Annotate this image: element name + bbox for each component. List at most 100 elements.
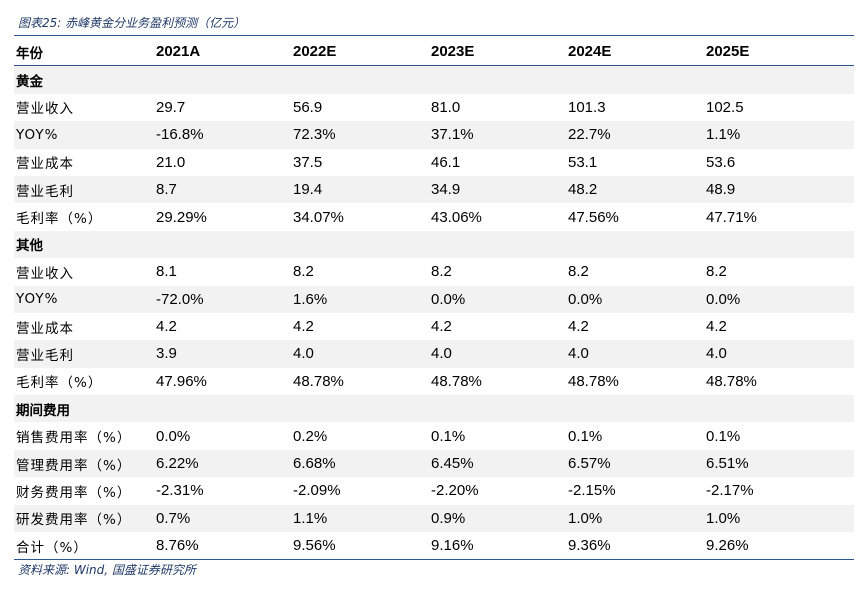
row-label: 销售费用率（%）	[16, 430, 132, 447]
value-cell: 9.56%	[293, 537, 336, 555]
table-row: 财务费用率（%） -2.31% -2.09% -2.20% -2.15% -2.17%	[14, 477, 854, 504]
value-cell: 6.45%	[429, 449, 566, 478]
section-label: 期间费用	[14, 395, 854, 423]
value-cell: 6.22%	[154, 449, 291, 478]
value-cell: 34.9	[429, 175, 566, 204]
row-label: 营业毛利	[14, 175, 154, 204]
row-label: 管理费用率（%）	[14, 449, 154, 478]
table-row: 营业收入 29.7 56.9 81.0 101.3 102.5	[14, 94, 854, 121]
row-label: YOY%	[14, 285, 154, 313]
header-cell-year: 年份	[16, 45, 43, 62]
value-cell: 1.6%	[291, 285, 429, 313]
header-cell-2025e: 2025E	[706, 43, 750, 61]
header-cell-2023e: 2023E	[431, 43, 475, 61]
value-cell: 9.26%	[706, 537, 749, 555]
table-row: 管理费用率（%） 6.22% 6.68% 6.45% 6.57% 6.51%	[14, 449, 854, 478]
value-cell: 0.1%	[706, 427, 741, 445]
table-row: 营业收入 8.1 8.2 8.2 8.2 8.2	[14, 258, 854, 285]
value-cell: -2.17%	[706, 482, 754, 500]
value-cell: 0.0%	[704, 285, 854, 313]
forecast-table: 年份 2021A 2022E 2023E 2024E 2025E 黄金营业收入 2…	[14, 38, 854, 560]
header-cell-2021a: 2021A	[156, 43, 201, 61]
value-cell: 37.1%	[429, 121, 566, 149]
table-row: 销售费用率（%） 0.0% 0.2% 0.1% 0.1% 0.1%	[14, 422, 854, 449]
top-rule	[14, 35, 854, 36]
value-cell: 48.78%	[568, 372, 619, 390]
table-row: 研发费用率（%） 0.7% 1.1% 0.9% 1.0% 1.0%	[14, 504, 854, 533]
value-cell: 8.2	[431, 263, 452, 281]
value-cell: 9.36%	[568, 537, 611, 555]
row-label: 营业收入	[16, 265, 74, 282]
value-cell: 0.0%	[566, 285, 704, 313]
value-cell: 4.0	[566, 340, 704, 368]
value-cell: 101.3	[568, 98, 606, 116]
value-cell: 43.06%	[431, 208, 482, 226]
value-cell: 4.2	[568, 318, 589, 336]
value-cell: 19.4	[291, 175, 429, 204]
value-cell: 34.07%	[293, 208, 344, 226]
value-cell: 0.9%	[429, 504, 566, 533]
value-cell: 8.2	[293, 263, 314, 281]
value-cell: 53.6	[706, 153, 736, 171]
header-cell-2022e: 2022E	[293, 43, 337, 61]
value-cell: 0.0%	[156, 427, 191, 445]
section-label: 其他	[14, 230, 854, 259]
value-cell: 56.9	[293, 98, 323, 116]
value-cell: 29.29%	[156, 208, 207, 226]
value-cell: 29.7	[156, 98, 186, 116]
value-cell: 22.7%	[566, 121, 704, 149]
value-cell: 48.2	[566, 175, 704, 204]
section-row: 期间费用	[14, 395, 854, 423]
value-cell: 48.78%	[431, 372, 482, 390]
value-cell: 4.2	[293, 318, 314, 336]
value-cell: 48.9	[704, 175, 854, 204]
row-label: 营业收入	[16, 101, 74, 118]
section-row: 黄金	[14, 65, 854, 94]
value-cell: 6.51%	[704, 449, 854, 478]
row-label: 毛利率（%）	[16, 375, 103, 392]
value-cell: 0.2%	[293, 427, 328, 445]
value-cell: 4.0	[291, 340, 429, 368]
value-cell: 8.2	[568, 263, 589, 281]
header-cell-2024e: 2024E	[568, 43, 612, 61]
value-cell: 1.0%	[704, 504, 854, 533]
value-cell: -72.0%	[154, 285, 291, 313]
value-cell: 6.57%	[566, 449, 704, 478]
value-cell: 1.0%	[566, 504, 704, 533]
value-cell: -2.20%	[431, 482, 479, 500]
value-cell: 9.16%	[431, 537, 474, 555]
row-label: 营业毛利	[14, 340, 154, 368]
table-row: 合计（%） 8.76% 9.56% 9.16% 9.36% 9.26%	[14, 532, 854, 560]
value-cell: 47.56%	[568, 208, 619, 226]
table-row: YOY% -72.0% 1.6% 0.0% 0.0% 0.0%	[14, 285, 854, 313]
value-cell: 4.2	[156, 318, 177, 336]
source-note: 资料来源: Wind, 国盛证券研究所	[18, 563, 196, 577]
table-row: 毛利率（%） 47.96% 48.78% 48.78% 48.78% 48.78%	[14, 368, 854, 395]
value-cell: -2.15%	[568, 482, 616, 500]
table-row: 营业毛利 3.9 4.0 4.0 4.0 4.0	[14, 340, 854, 368]
value-cell: 47.71%	[706, 208, 757, 226]
value-cell: 3.9	[154, 340, 291, 368]
value-cell: 4.0	[704, 340, 854, 368]
value-cell: 48.78%	[706, 372, 757, 390]
value-cell: 8.2	[706, 263, 727, 281]
value-cell: 1.1%	[291, 504, 429, 533]
value-cell: -2.09%	[293, 482, 341, 500]
value-cell: 48.78%	[293, 372, 344, 390]
value-cell: -2.31%	[156, 482, 204, 500]
row-label: 营业成本	[16, 156, 74, 173]
value-cell: 47.96%	[156, 372, 207, 390]
table-body: 黄金 营业收入 29.7 56.9 81.0 101.3 102.5 YOY% -16.8% 72…	[14, 65, 854, 560]
section-row: 其他	[14, 230, 854, 259]
table-row: 营业毛利 8.7 19.4 34.9 48.2 48.9	[14, 175, 854, 204]
table-row: 营业成本 4.2 4.2 4.2 4.2 4.2	[14, 313, 854, 340]
table-caption: 图表25: 赤峰黄金分业务盈利预测（亿元）	[18, 16, 246, 30]
table-row: 毛利率（%） 29.29% 34.07% 43.06% 47.56% 47.71%	[14, 203, 854, 230]
value-cell: 0.0%	[429, 285, 566, 313]
value-cell: 21.0	[156, 153, 186, 171]
header-row: 年份 2021A 2022E 2023E 2024E 2025E	[14, 38, 854, 66]
value-cell: 0.1%	[568, 427, 603, 445]
value-cell: 72.3%	[291, 121, 429, 149]
value-cell: 6.68%	[291, 449, 429, 478]
value-cell: 4.2	[706, 318, 727, 336]
